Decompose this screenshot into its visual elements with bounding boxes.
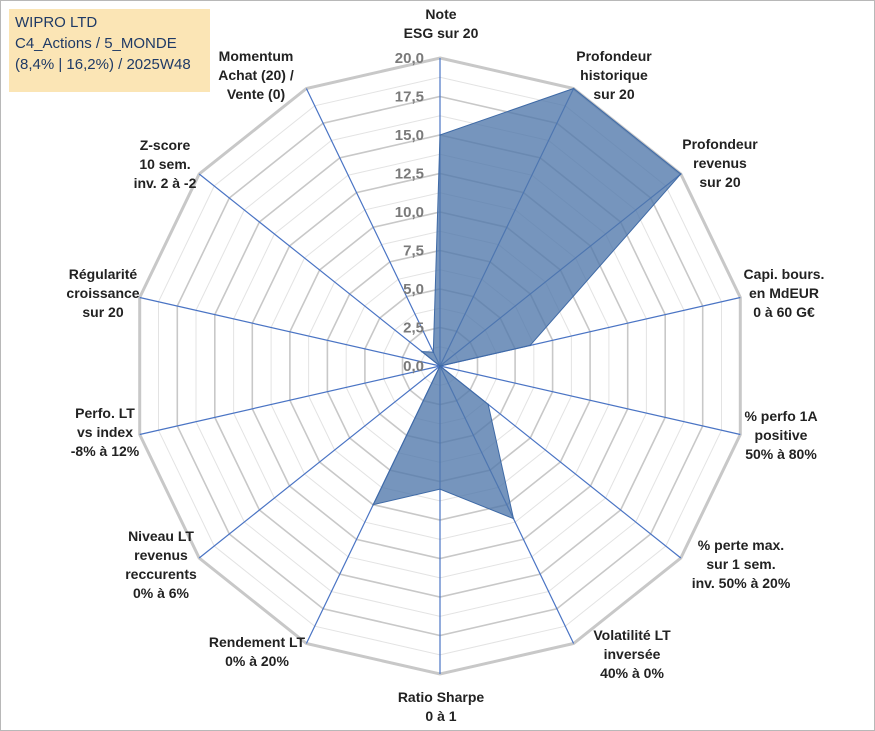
axis-label: Momentum Achat (20) / Vente (0)	[218, 47, 293, 104]
data-point	[680, 173, 682, 175]
data-point	[572, 87, 575, 90]
data-point	[487, 403, 490, 406]
tick-label: 20,0	[395, 50, 424, 67]
title-line-1: WIPRO LTD	[15, 14, 98, 31]
axis-spoke	[139, 365, 441, 436]
axis-label-line: 10 sem.	[139, 156, 191, 172]
axis-label-line: 0 à 1	[425, 708, 457, 724]
tick-label: 0,0	[403, 358, 424, 375]
axis-label-line: Volatilité LT	[593, 627, 671, 643]
axis-label: Volatilité LT inversée 40% à 0%	[593, 626, 670, 683]
axis-label: Niveau LT revenus reccurents 0% à 6%	[125, 527, 197, 603]
axis-label-line: 0% à 20%	[225, 653, 289, 669]
axis-label-line: % perte max.	[697, 537, 785, 553]
axis-label-line: -8% à 12%	[70, 443, 140, 459]
axis-label-line: Profondeur	[576, 48, 652, 64]
axis-spoke	[139, 296, 441, 367]
axis-label-line: Capi. bours.	[743, 266, 825, 282]
axis-label: Note ESG sur 20	[404, 5, 479, 43]
axis-label-line: sur 20	[82, 304, 124, 320]
axis-label-line: sur 20	[593, 86, 635, 102]
data-point	[512, 517, 515, 520]
title-line-2: C4_Actions / 5_MONDE	[15, 35, 177, 52]
axis-label-line: inv. 50% à 20%	[691, 575, 791, 591]
tick-label: 17,5	[395, 89, 424, 106]
axis-label: % perte max. sur 1 sem. inv. 50% à 20%	[692, 536, 791, 593]
axis-label-line: 0 à 60 G€	[753, 304, 815, 320]
radar-tick-labels: 0,0 2,5 5,0 7,5 10,0 12,5 15,0 17,5 20,0	[395, 50, 424, 375]
tick-label: 12,5	[395, 166, 424, 183]
axis-label-line: Niveau LT	[128, 528, 194, 544]
axis-spoke	[198, 173, 441, 367]
axis-label-line: revenus	[134, 547, 188, 563]
axis-label-line: inversée	[603, 646, 661, 662]
radar-series	[372, 87, 682, 520]
axis-label-line: 50% à 80%	[745, 446, 817, 462]
axis-label-line: croissance	[66, 285, 140, 301]
axis-label-line: Z-score	[139, 137, 191, 153]
data-point	[439, 488, 441, 491]
axis-label-line: sur 1 sem.	[706, 556, 776, 572]
axis-label-line: vs index	[76, 424, 134, 440]
data-point	[432, 351, 435, 353]
axis-label-line: Achat (20) /	[218, 67, 294, 83]
tick-label: 15,0	[395, 127, 424, 144]
series-area	[372, 87, 682, 520]
axis-spoke	[439, 365, 741, 436]
axis-label-line: inv. 2 à -2	[133, 175, 197, 191]
tick-label: 5,0	[403, 281, 424, 298]
axis-label: Ratio Sharpe 0 à 1	[398, 688, 484, 726]
axis-label-line: Vente (0)	[226, 86, 286, 102]
axis-label-line: ESG sur 20	[403, 25, 479, 41]
axis-label-line: en MdEUR	[749, 285, 819, 301]
axis-label-line: sur 20	[699, 174, 741, 190]
axis-label: Profondeur historique sur 20	[576, 47, 651, 104]
axis-label: Régularité croissance sur 20	[66, 265, 139, 322]
axis-label-line: Rendement LT	[208, 634, 306, 650]
axis-label-line: Note	[425, 6, 457, 22]
axis-label-line: historique	[580, 67, 648, 83]
axis-label-line: 0% à 6%	[132, 585, 190, 601]
data-point	[439, 365, 441, 367]
chart-title-box: WIPRO LTD C4_Actions / 5_MONDE (8,4% | 1…	[9, 9, 210, 92]
axis-label-line: Profondeur	[682, 136, 758, 152]
axis-label: Rendement LT 0% à 20%	[209, 633, 305, 671]
axis-spoke	[305, 88, 441, 367]
axis-label: Z-score 10 sem. inv. 2 à -2	[134, 136, 197, 193]
tick-label: 2,5	[403, 320, 424, 337]
data-point	[529, 344, 531, 347]
axis-label-line: positive	[754, 427, 808, 443]
axis-label-line: Momentum	[218, 48, 294, 64]
tick-label: 10,0	[395, 204, 424, 221]
axis-label-line: 40% à 0%	[600, 665, 664, 681]
axis-label: % perfo 1A positive 50% à 80%	[744, 407, 817, 464]
data-point	[421, 350, 423, 353]
axis-label: Perfo. LT vs index -8% à 12%	[71, 404, 139, 461]
axis-label-line: % perfo 1A	[744, 408, 818, 424]
title-line-3: (8,4% | 16,2%) / 2025W48	[15, 56, 191, 73]
axis-label-line: Ratio Sharpe	[397, 689, 485, 705]
data-point	[439, 134, 441, 136]
axis-label-line: revenus	[693, 155, 747, 171]
axis-label: Capi. bours. en MdEUR 0 à 60 G€	[744, 265, 825, 322]
axis-label-line: reccurents	[125, 566, 197, 582]
tick-label: 7,5	[403, 243, 424, 260]
axis-label: Profondeur revenus sur 20	[682, 135, 757, 192]
axis-label-line: Régularité	[68, 266, 138, 282]
axis-spoke	[198, 365, 441, 559]
axis-label-line: Perfo. LT	[75, 405, 135, 421]
data-point	[372, 503, 375, 506]
